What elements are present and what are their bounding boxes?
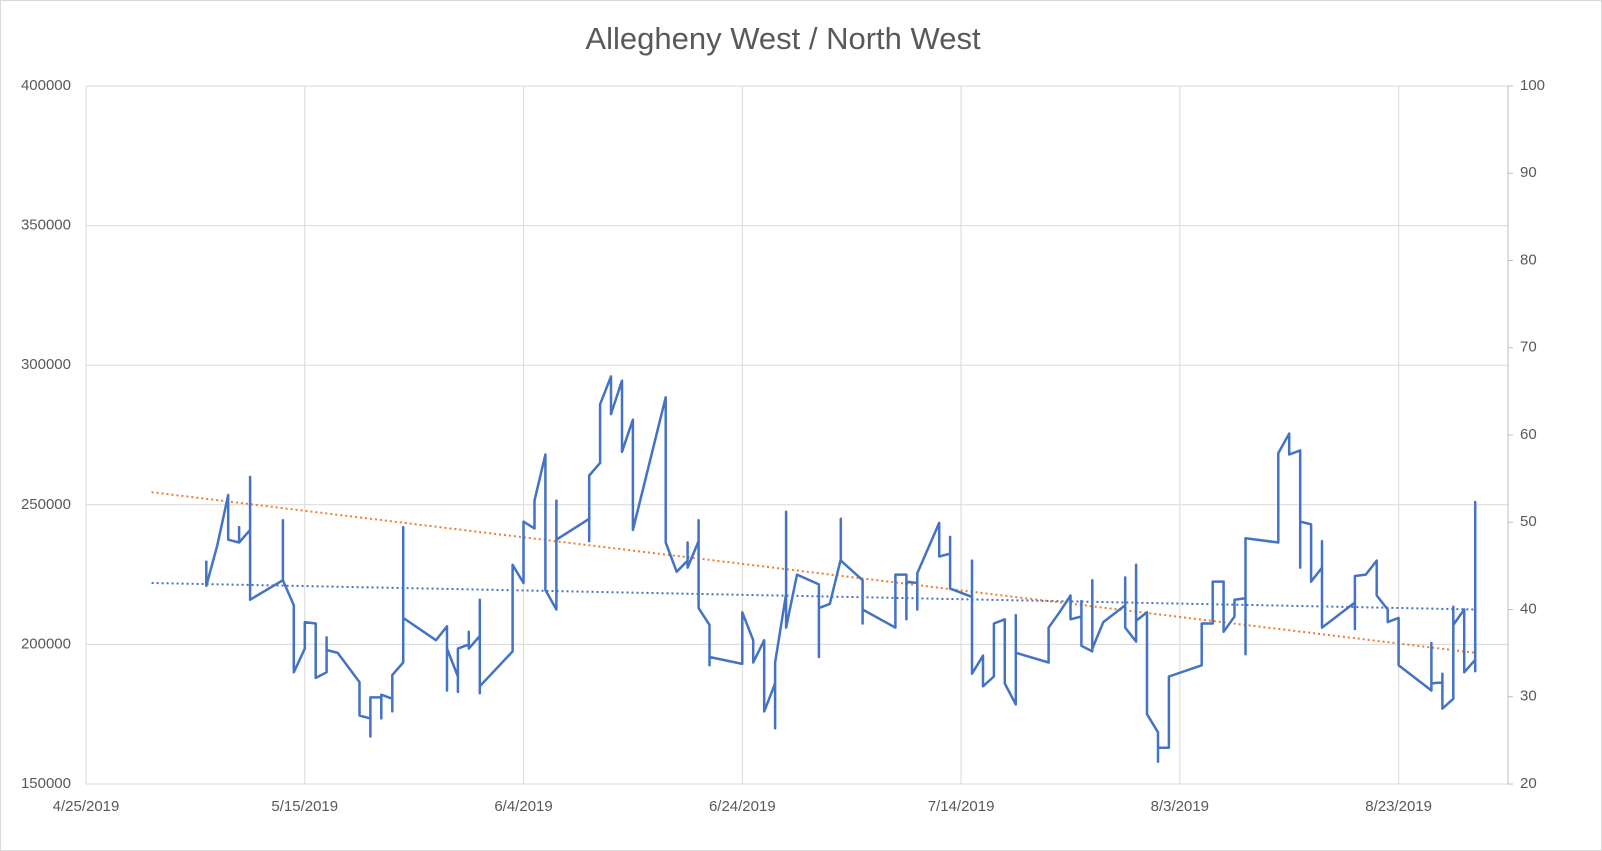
y-tick-label: 350000: [21, 217, 71, 234]
y2-tick-label: 80: [1520, 251, 1537, 268]
y2-tick-label: 20: [1520, 775, 1537, 792]
y2-tick-label: 100: [1520, 77, 1545, 94]
y2-tick-label: 70: [1520, 339, 1537, 356]
x-tick-label: 5/15/2019: [271, 798, 338, 815]
y-tick-label: 150000: [21, 775, 71, 792]
y-tick-label: 400000: [21, 77, 71, 94]
chart-title: Allegheny West / North West: [585, 21, 981, 56]
y2-tick-label: 50: [1520, 513, 1537, 530]
y-tick-label: 200000: [21, 635, 71, 652]
x-tick-label: 7/14/2019: [928, 798, 995, 815]
x-tick-label: 6/4/2019: [494, 798, 552, 815]
x-tick-label: 8/23/2019: [1365, 798, 1432, 815]
y2-tick-label: 60: [1520, 426, 1537, 443]
y-tick-label: 250000: [21, 496, 71, 513]
series-line: [205, 375, 1477, 763]
x-tick-label: 8/3/2019: [1151, 798, 1209, 815]
y-tick-label: 300000: [21, 356, 71, 373]
trendline: [151, 582, 1476, 611]
x-tick-label: 4/25/2019: [53, 798, 120, 815]
y2-tick-label: 40: [1520, 600, 1537, 617]
trendline: [151, 491, 1476, 654]
y2-tick-label: 90: [1520, 164, 1537, 181]
y2-tick-label: 30: [1520, 688, 1537, 705]
x-tick-label: 6/24/2019: [709, 798, 776, 815]
